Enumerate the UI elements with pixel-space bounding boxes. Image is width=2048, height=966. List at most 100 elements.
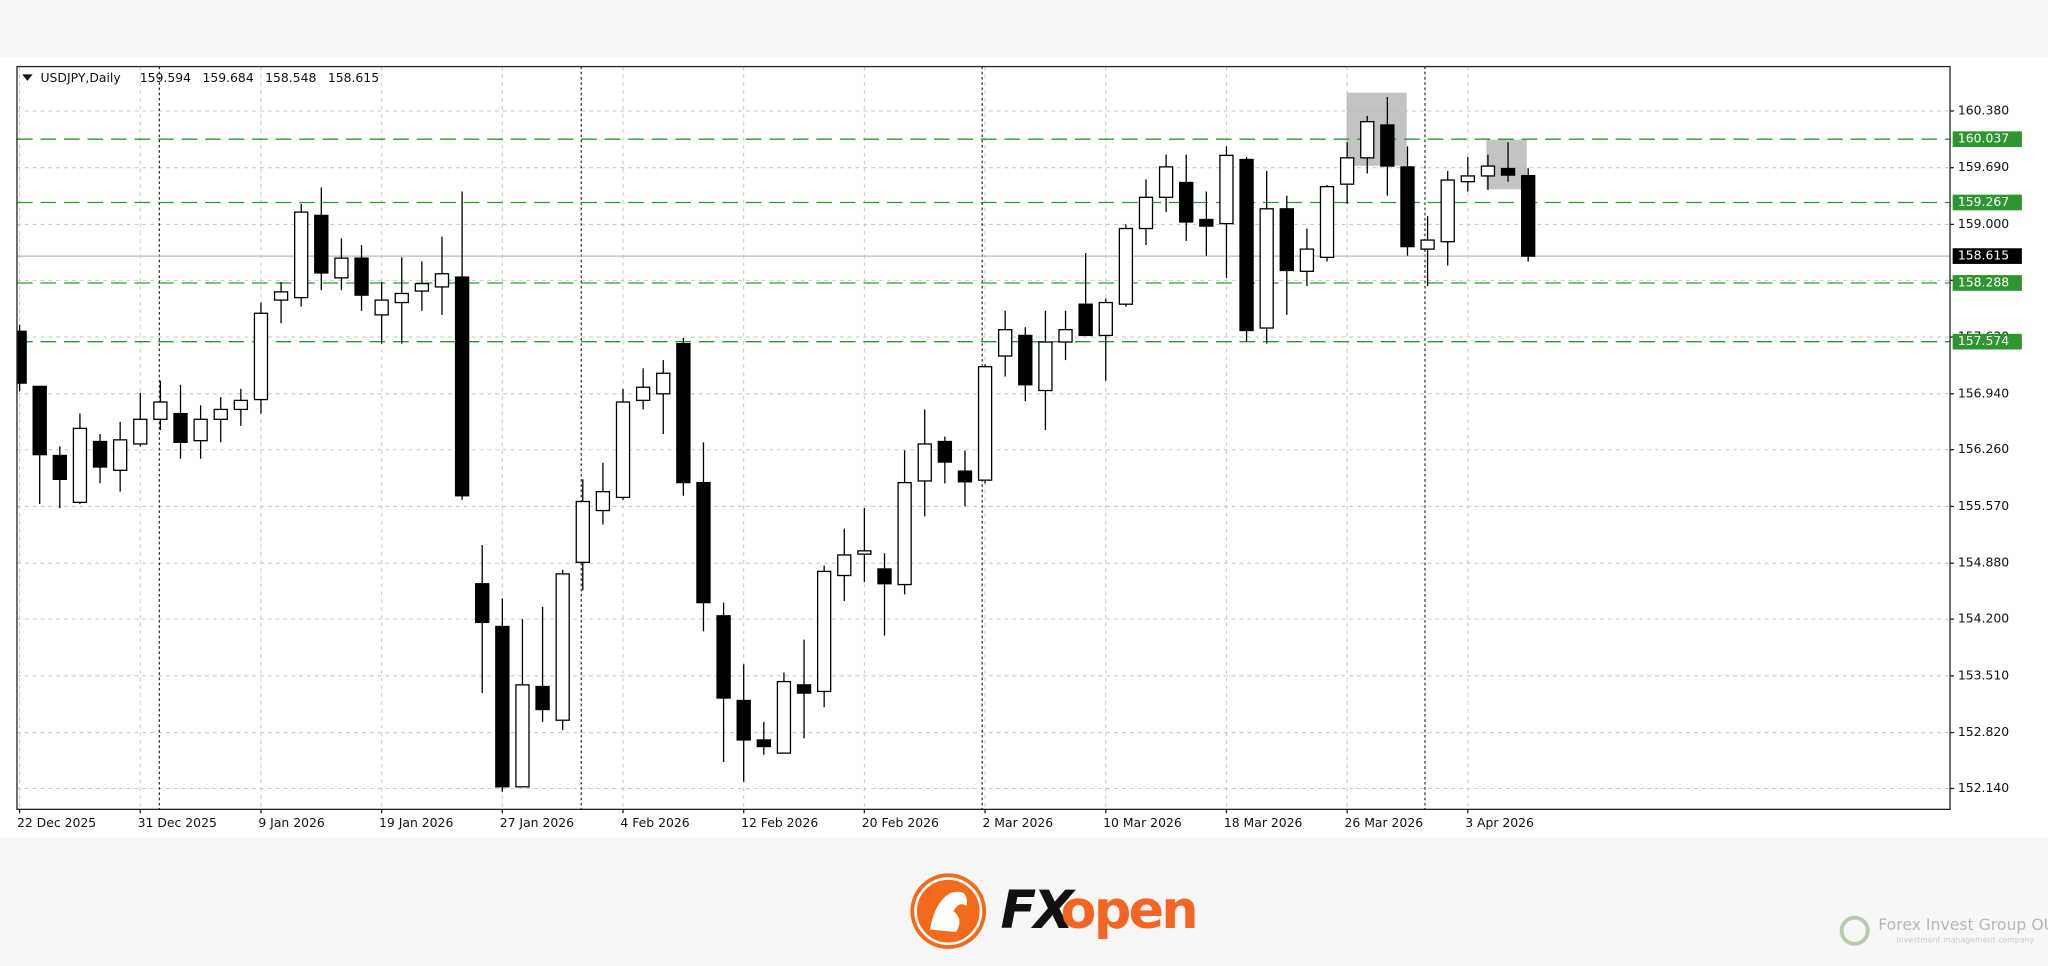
candle-body: [1038, 341, 1053, 392]
candle-body: [1259, 208, 1274, 329]
y-tick-label: 154.200: [1958, 611, 2009, 626]
candle-body: [294, 211, 309, 299]
candle-body: [575, 500, 590, 564]
candle-body: [756, 739, 772, 748]
candle-body: [454, 276, 470, 497]
candle-body: [1199, 218, 1214, 227]
candle-body: [937, 440, 953, 463]
candle-body: [1219, 154, 1234, 225]
candle-body: [696, 481, 711, 604]
x-tick-label: 19 Jan 2026: [379, 815, 453, 830]
candle-body: [193, 418, 208, 442]
candle-body: [656, 372, 671, 395]
header-high: 159.684: [202, 70, 253, 85]
candle-body: [857, 550, 872, 555]
candle-body: [414, 282, 430, 292]
candle-body: [1018, 334, 1033, 386]
candle-body: [595, 491, 611, 512]
candle-body: [1098, 301, 1113, 337]
candle-body: [354, 257, 369, 296]
candle-body: [816, 570, 832, 693]
y-tick-label: 159.000: [1958, 216, 2009, 231]
candle-body: [153, 401, 168, 420]
x-tick-label: 3 Apr 2026: [1465, 815, 1534, 830]
x-tick-label: 10 Mar 2026: [1103, 815, 1182, 830]
candle-body: [314, 214, 329, 274]
level-label-box: [1952, 131, 2022, 148]
candle-body: [112, 439, 128, 471]
chart-title: USDJPY,Daily: [40, 70, 120, 85]
plot-frame: [16, 65, 1951, 811]
candle-body: [957, 470, 973, 483]
candle-body: [1279, 208, 1294, 272]
candle-body: [1058, 329, 1073, 343]
candle-body: [615, 401, 631, 499]
logo-text-right: open: [1061, 881, 1196, 941]
candle-body: [213, 408, 228, 420]
candle-body: [1360, 121, 1375, 159]
highlight-zone: [1346, 92, 1407, 166]
candle-body: [1460, 175, 1476, 183]
chart-background: [0, 57, 2048, 837]
candle-body: [515, 684, 530, 788]
level-label: 160.037: [1958, 131, 2009, 146]
candle-body: [1520, 174, 1536, 257]
candle-body: [1158, 166, 1174, 198]
candle-body: [273, 291, 289, 301]
candle-body: [133, 418, 148, 445]
candle-body: [535, 685, 550, 711]
logo-text-left: FX: [1000, 881, 1076, 941]
y-tick-label: 156.260: [1958, 441, 2009, 456]
candle-body: [736, 699, 751, 741]
price-label: 158.615: [1958, 248, 2009, 263]
candle-body: [374, 299, 389, 316]
candle-body: [1299, 248, 1315, 272]
candle-body: [555, 573, 570, 721]
candle-body: [1239, 158, 1254, 332]
y-tick-label: 154.880: [1958, 555, 2009, 570]
x-tick-label: 20 Feb 2026: [862, 815, 939, 830]
candle-body: [394, 292, 409, 304]
x-tick-label: 9 Jan 2026: [258, 815, 325, 830]
candle-body: [1500, 167, 1516, 176]
logo-icon-ring: [914, 877, 983, 946]
candle-body: [796, 684, 812, 694]
menu-triangle[interactable]: [22, 74, 33, 81]
level-label: 158.288: [1958, 274, 2009, 289]
level-label-box: [1952, 275, 2022, 291]
y-tick-label: 159.690: [1958, 159, 2009, 174]
candle-body: [253, 312, 269, 401]
candle-body: [1420, 239, 1435, 250]
candles: [16, 96, 1536, 792]
candle-body: [977, 366, 993, 481]
candle-body: [837, 554, 852, 577]
candle-body: [897, 481, 912, 586]
x-tick-label: 4 Feb 2026: [620, 815, 689, 830]
candle-body: [1138, 196, 1154, 230]
candle-body: [676, 343, 691, 484]
header-low: 158.548: [265, 70, 316, 85]
candle-body: [233, 399, 249, 411]
candle-body: [716, 615, 731, 699]
price-label-box: [1952, 248, 2022, 264]
y-tick-label: 160.380: [1958, 102, 2009, 117]
watermark-icon: [1839, 915, 1870, 946]
candle-body: [1179, 181, 1194, 223]
candle-body: [1078, 303, 1093, 337]
candle-body: [635, 386, 651, 402]
y-tick-label: 152.820: [1958, 724, 2009, 739]
candle-body: [92, 440, 108, 468]
x-tick-label: 27 Jan 2026: [500, 815, 574, 830]
levels: [16, 138, 1951, 343]
x-tick-label: 2 Mar 2026: [982, 815, 1053, 830]
candle-body: [998, 329, 1013, 357]
candle-body: [334, 257, 349, 279]
candle-body: [1480, 165, 1496, 177]
header-close: 158.615: [328, 70, 379, 85]
y-tick-label: 156.940: [1958, 385, 2009, 400]
candle-body: [1118, 227, 1134, 305]
level-label-box: [1952, 194, 2022, 211]
x-tick-label: 26 Mar 2026: [1345, 815, 1424, 830]
candle-body: [1319, 185, 1335, 258]
